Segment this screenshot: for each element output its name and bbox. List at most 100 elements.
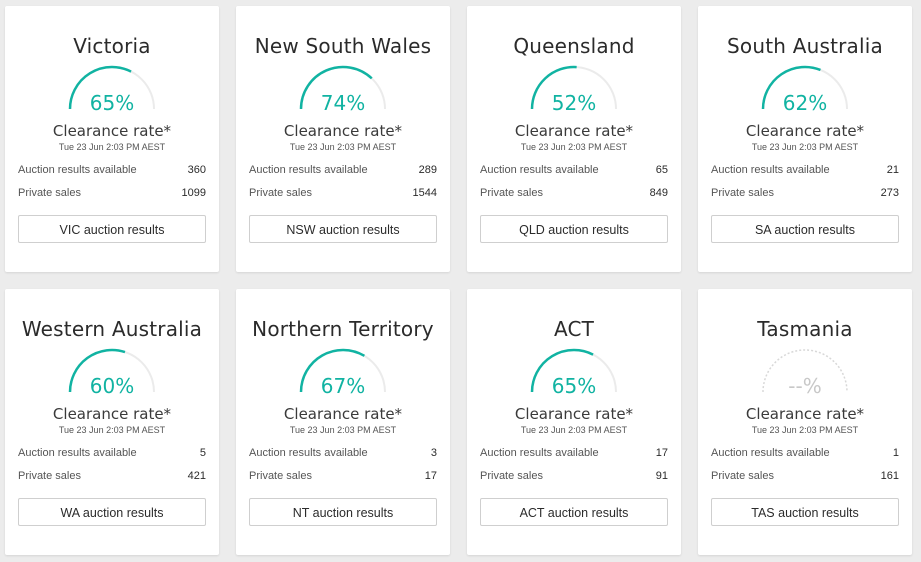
- private-sales-row: Private sales 17: [249, 470, 437, 486]
- auction-results-button[interactable]: SA auction results: [711, 215, 899, 243]
- state-title: Northern Territory: [252, 317, 434, 341]
- auction-results-label: Auction results available: [249, 164, 368, 176]
- auction-results-button[interactable]: NSW auction results: [249, 215, 437, 243]
- private-sales-label: Private sales: [249, 187, 312, 199]
- auction-results-label: Auction results available: [711, 164, 830, 176]
- state-card: Victoria 65% Clearance rate* Tue 23 Jun …: [5, 6, 219, 272]
- gauge-fill: [530, 65, 577, 110]
- private-sales-count: 273: [880, 187, 899, 199]
- auction-results-button[interactable]: TAS auction results: [711, 498, 899, 526]
- clearance-percent: 62%: [782, 91, 828, 115]
- private-sales-label: Private sales: [249, 470, 312, 482]
- auction-results-count: 17: [655, 447, 668, 459]
- auction-results-row: Auction results available 1: [711, 447, 899, 463]
- clearance-date: Tue 23 Jun 2:03 PM AEST: [520, 425, 628, 435]
- auction-results-row: Auction results available 360: [18, 164, 206, 180]
- state-title: Tasmania: [757, 317, 853, 341]
- private-sales-count: 17: [424, 470, 437, 482]
- clearance-percent: --%: [788, 374, 822, 398]
- auction-results-count: 3: [430, 447, 437, 459]
- auction-results-count: 5: [199, 447, 206, 459]
- clearance-date: Tue 23 Jun 2:03 PM AEST: [58, 425, 166, 435]
- state-card: New South Wales 74% Clearance rate* Tue …: [236, 6, 450, 272]
- clearance-rate-label: Clearance rate*: [745, 122, 865, 140]
- auction-results-label: Auction results available: [18, 164, 137, 176]
- auction-results-label: Auction results available: [249, 447, 368, 459]
- clearance-gauge: [68, 65, 155, 110]
- clearance-gauge: [530, 348, 617, 393]
- auction-results-row: Auction results available 289: [249, 164, 437, 180]
- clearance-rate-label: Clearance rate*: [52, 122, 172, 140]
- state-card: Tasmania --% Clearance rate* Tue 23 Jun …: [698, 289, 912, 555]
- clearance-gauge: [299, 348, 386, 393]
- private-sales-label: Private sales: [711, 187, 774, 199]
- auction-results-count: 1: [892, 447, 899, 459]
- state-title: South Australia: [727, 34, 883, 58]
- clearance-percent: 60%: [89, 374, 135, 398]
- gauge-fill: [761, 65, 821, 110]
- auction-results-button[interactable]: VIC auction results: [18, 215, 206, 243]
- private-sales-label: Private sales: [480, 470, 543, 482]
- clearance-rate-label: Clearance rate*: [283, 405, 403, 423]
- private-sales-count: 1099: [181, 187, 206, 199]
- auction-results-row: Auction results available 21: [711, 164, 899, 180]
- private-sales-label: Private sales: [711, 470, 774, 482]
- auction-results-button[interactable]: NT auction results: [249, 498, 437, 526]
- gauge-track: [762, 349, 848, 393]
- state-title: Victoria: [73, 34, 151, 58]
- private-sales-count: 161: [880, 470, 899, 482]
- clearance-percent: 65%: [89, 91, 135, 115]
- clearance-date: Tue 23 Jun 2:03 PM AEST: [751, 425, 859, 435]
- clearance-gauge: [761, 65, 848, 110]
- private-sales-row: Private sales 161: [711, 470, 899, 486]
- private-sales-label: Private sales: [18, 187, 81, 199]
- gauge-fill: [299, 348, 366, 393]
- auction-results-count: 65: [655, 164, 668, 176]
- private-sales-row: Private sales 1544: [249, 187, 437, 203]
- gauge-fill: [299, 65, 373, 110]
- private-sales-row: Private sales 421: [18, 470, 206, 486]
- private-sales-count: 849: [649, 187, 668, 199]
- private-sales-row: Private sales 273: [711, 187, 899, 203]
- clearance-date: Tue 23 Jun 2:03 PM AEST: [751, 142, 859, 152]
- state-title: New South Wales: [254, 34, 432, 58]
- clearance-rate-label: Clearance rate*: [283, 122, 403, 140]
- auction-results-button[interactable]: QLD auction results: [480, 215, 668, 243]
- clearance-gauge: [762, 349, 848, 393]
- clearance-rate-label: Clearance rate*: [52, 405, 172, 423]
- clearance-date: Tue 23 Jun 2:03 PM AEST: [520, 142, 628, 152]
- private-sales-label: Private sales: [480, 187, 543, 199]
- private-sales-row: Private sales 849: [480, 187, 668, 203]
- clearance-date: Tue 23 Jun 2:03 PM AEST: [58, 142, 166, 152]
- gauge-fill: [530, 348, 594, 393]
- clearance-gauge: [299, 65, 386, 110]
- gauge-fill: [68, 65, 132, 110]
- clearance-percent: 65%: [551, 374, 597, 398]
- private-sales-row: Private sales 91: [480, 470, 668, 486]
- clearance-percent: 52%: [551, 91, 597, 115]
- clearance-percent: 67%: [320, 374, 366, 398]
- state-title: ACT: [553, 317, 595, 341]
- clearance-date: Tue 23 Jun 2:03 PM AEST: [289, 425, 397, 435]
- state-title: Queensland: [513, 34, 635, 58]
- private-sales-count: 91: [655, 470, 668, 482]
- auction-results-label: Auction results available: [480, 447, 599, 459]
- auction-results-button[interactable]: WA auction results: [18, 498, 206, 526]
- auction-results-row: Auction results available 65: [480, 164, 668, 180]
- auction-results-row: Auction results available 3: [249, 447, 437, 463]
- state-card: ACT 65% Clearance rate* Tue 23 Jun 2:03 …: [467, 289, 681, 555]
- auction-results-label: Auction results available: [480, 164, 599, 176]
- auction-results-button[interactable]: ACT auction results: [480, 498, 668, 526]
- state-card: Queensland 52% Clearance rate* Tue 23 Ju…: [467, 6, 681, 272]
- auction-results-count: 21: [886, 164, 899, 176]
- private-sales-row: Private sales 1099: [18, 187, 206, 203]
- auction-results-row: Auction results available 5: [18, 447, 206, 463]
- clearance-gauge: [530, 65, 617, 110]
- gauge-fill: [68, 348, 126, 393]
- clearance-rate-label: Clearance rate*: [745, 405, 865, 423]
- state-title: Western Australia: [21, 317, 203, 341]
- auction-results-label: Auction results available: [711, 447, 830, 459]
- private-sales-count: 421: [187, 470, 206, 482]
- auction-results-row: Auction results available 17: [480, 447, 668, 463]
- state-card: Western Australia 60% Clearance rate* Tu…: [5, 289, 219, 555]
